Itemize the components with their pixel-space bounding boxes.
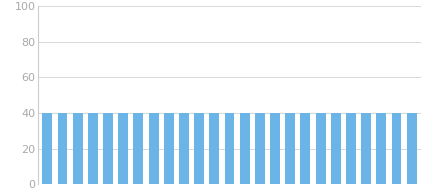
Bar — [270, 113, 280, 184]
Bar — [300, 113, 310, 184]
Bar — [407, 113, 416, 184]
Bar — [377, 113, 386, 184]
Bar — [316, 113, 326, 184]
Bar — [285, 113, 295, 184]
Bar — [88, 113, 98, 184]
Bar — [331, 113, 341, 184]
Bar — [118, 113, 128, 184]
Bar — [240, 113, 249, 184]
Bar — [73, 113, 82, 184]
Bar — [194, 113, 204, 184]
Bar — [255, 113, 265, 184]
Bar — [149, 113, 159, 184]
Bar — [58, 113, 68, 184]
Bar — [346, 113, 356, 184]
Bar — [42, 113, 52, 184]
Bar — [224, 113, 235, 184]
Bar — [103, 113, 113, 184]
Bar — [210, 113, 219, 184]
Bar — [179, 113, 189, 184]
Bar — [164, 113, 174, 184]
Bar — [133, 113, 143, 184]
Bar — [391, 113, 401, 184]
Bar — [361, 113, 371, 184]
